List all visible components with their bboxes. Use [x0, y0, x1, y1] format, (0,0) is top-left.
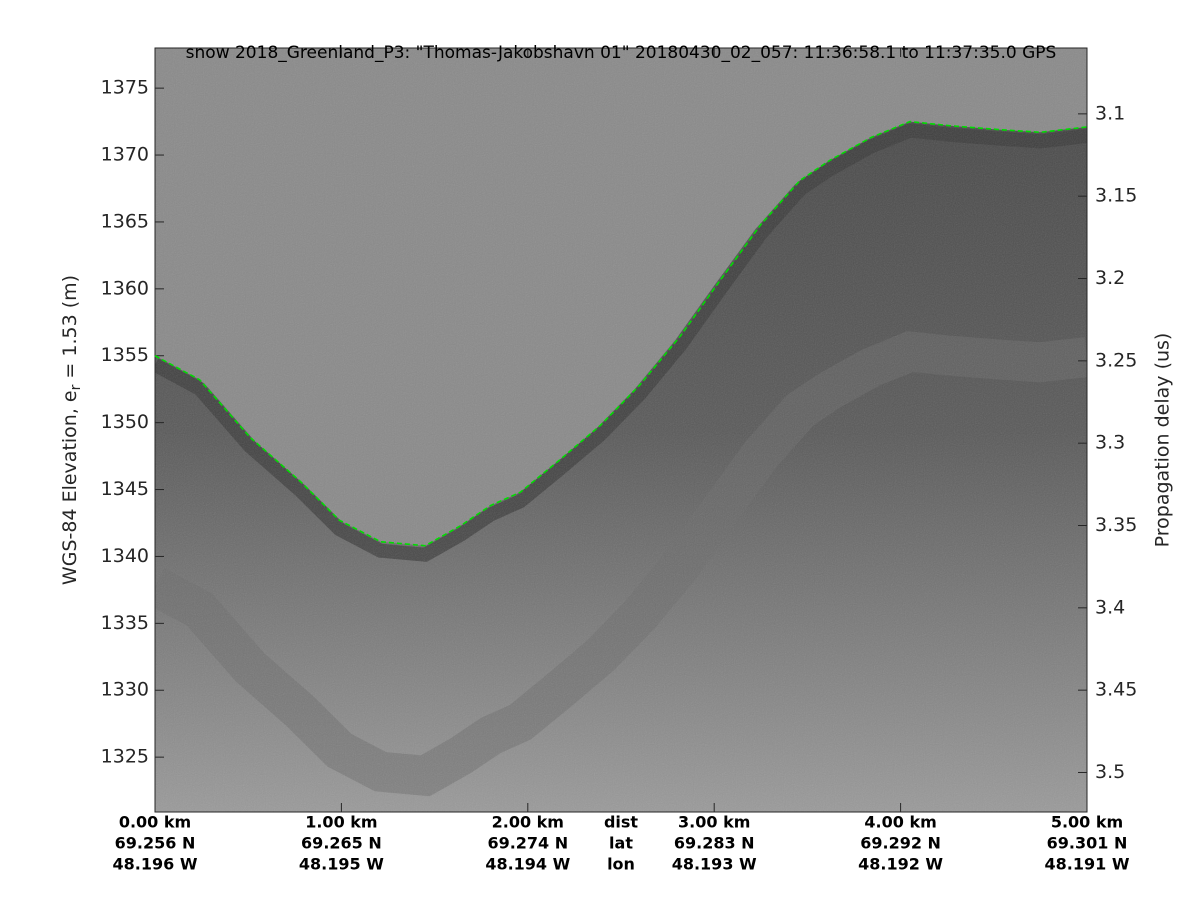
lat-label: 69.274 N: [487, 834, 568, 853]
y-label-suffix: = 1.53 (m): [59, 275, 81, 385]
y2-axis-label: Propagation delay (us): [1152, 333, 1174, 548]
row-label: lon: [607, 855, 635, 874]
y2-tick-label: 3.5: [1095, 761, 1125, 783]
y-tick-label: 1325: [101, 746, 149, 768]
y-tick-label: 1335: [101, 612, 149, 634]
x-tick-label: 0.00 km: [119, 813, 191, 832]
noise: [155, 48, 1087, 812]
y-tick-label: 1350: [101, 411, 149, 433]
y2-tick-label: 3.25: [1095, 349, 1137, 371]
lon-label: 48.193 W: [672, 855, 757, 874]
lat-label: 69.292 N: [860, 834, 941, 853]
lat-label: 69.256 N: [115, 834, 196, 853]
row-label: lat: [609, 834, 633, 853]
y2-tick-label: 3.15: [1095, 185, 1137, 207]
y-tick-label: 1375: [101, 77, 149, 99]
y-tick-label: 1340: [101, 545, 149, 567]
lon-label: 48.195 W: [299, 855, 384, 874]
x-tick-label: 2.00 km: [492, 813, 564, 832]
y-axis-label: WGS-84 Elevation, er = 1.53 (m): [59, 275, 85, 585]
chart-title: snow 2018_Greenland_P3: "Thomas-Jakobsha…: [186, 43, 1057, 63]
surface-line: [154, 120, 1088, 547]
y-tick-label: 1355: [101, 344, 149, 366]
y2-tick-label: 3.3: [1095, 432, 1125, 454]
y-label-subscript: r: [68, 384, 84, 390]
y2-tick-label: 3.2: [1095, 267, 1125, 289]
lon-label: 48.192 W: [858, 855, 943, 874]
y-tick-label: 1345: [101, 478, 149, 500]
y2-tick-label: 3.4: [1095, 596, 1125, 618]
x-tick-label: 3.00 km: [678, 813, 750, 832]
y-tick-label: 1370: [101, 144, 149, 166]
lon-label: 48.191 W: [1045, 855, 1130, 874]
lat-label: 69.265 N: [301, 834, 382, 853]
y-label-prefix: WGS-84 Elevation, e: [59, 390, 81, 585]
y2-tick-label: 3.45: [1095, 679, 1137, 701]
plot-frame: [154, 47, 1088, 813]
x-tick-label: 5.00 km: [1051, 813, 1123, 832]
lat-label: 69.283 N: [674, 834, 755, 853]
x-tick-label: 4.00 km: [864, 813, 936, 832]
y2-tick-label: 3.35: [1095, 514, 1137, 536]
lon-label: 48.194 W: [485, 855, 570, 874]
x-tick-label: 1.00 km: [305, 813, 377, 832]
row-label: dist: [604, 813, 638, 832]
y-tick-label: 1330: [101, 679, 149, 701]
lat-label: 69.301 N: [1047, 834, 1128, 853]
y-tick-label: 1360: [101, 277, 149, 299]
y-tick-label: 1365: [101, 210, 149, 232]
lon-label: 48.196 W: [113, 855, 198, 874]
y2-tick-label: 3.1: [1095, 102, 1125, 124]
